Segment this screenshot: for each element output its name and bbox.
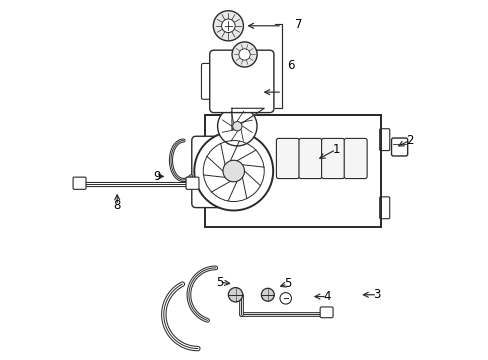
FancyBboxPatch shape xyxy=(298,138,321,179)
FancyBboxPatch shape xyxy=(320,307,332,318)
FancyBboxPatch shape xyxy=(73,177,86,189)
Circle shape xyxy=(194,132,273,211)
Circle shape xyxy=(228,288,242,302)
FancyBboxPatch shape xyxy=(201,63,219,99)
FancyBboxPatch shape xyxy=(321,138,344,179)
Circle shape xyxy=(232,122,242,131)
Text: 7: 7 xyxy=(294,18,302,31)
Text: 3: 3 xyxy=(373,288,380,301)
Text: 5: 5 xyxy=(283,278,291,291)
Bar xyxy=(204,116,380,226)
Circle shape xyxy=(217,107,257,146)
FancyBboxPatch shape xyxy=(191,136,244,208)
Text: 2: 2 xyxy=(405,134,412,147)
Text: 9: 9 xyxy=(153,170,160,183)
Text: 5: 5 xyxy=(215,276,223,289)
FancyBboxPatch shape xyxy=(379,129,389,150)
Circle shape xyxy=(280,293,291,304)
Circle shape xyxy=(221,19,235,32)
FancyBboxPatch shape xyxy=(379,197,389,219)
Text: 8: 8 xyxy=(113,199,121,212)
Text: 4: 4 xyxy=(323,290,330,303)
Text: 6: 6 xyxy=(287,59,294,72)
FancyBboxPatch shape xyxy=(276,138,299,179)
FancyBboxPatch shape xyxy=(185,177,199,189)
Circle shape xyxy=(261,288,274,301)
Circle shape xyxy=(213,11,243,41)
FancyBboxPatch shape xyxy=(209,50,273,113)
Circle shape xyxy=(239,49,250,60)
FancyBboxPatch shape xyxy=(344,138,366,179)
FancyBboxPatch shape xyxy=(391,138,407,156)
Text: 1: 1 xyxy=(331,143,339,156)
Circle shape xyxy=(223,160,244,182)
Polygon shape xyxy=(231,108,264,130)
Circle shape xyxy=(232,42,257,67)
